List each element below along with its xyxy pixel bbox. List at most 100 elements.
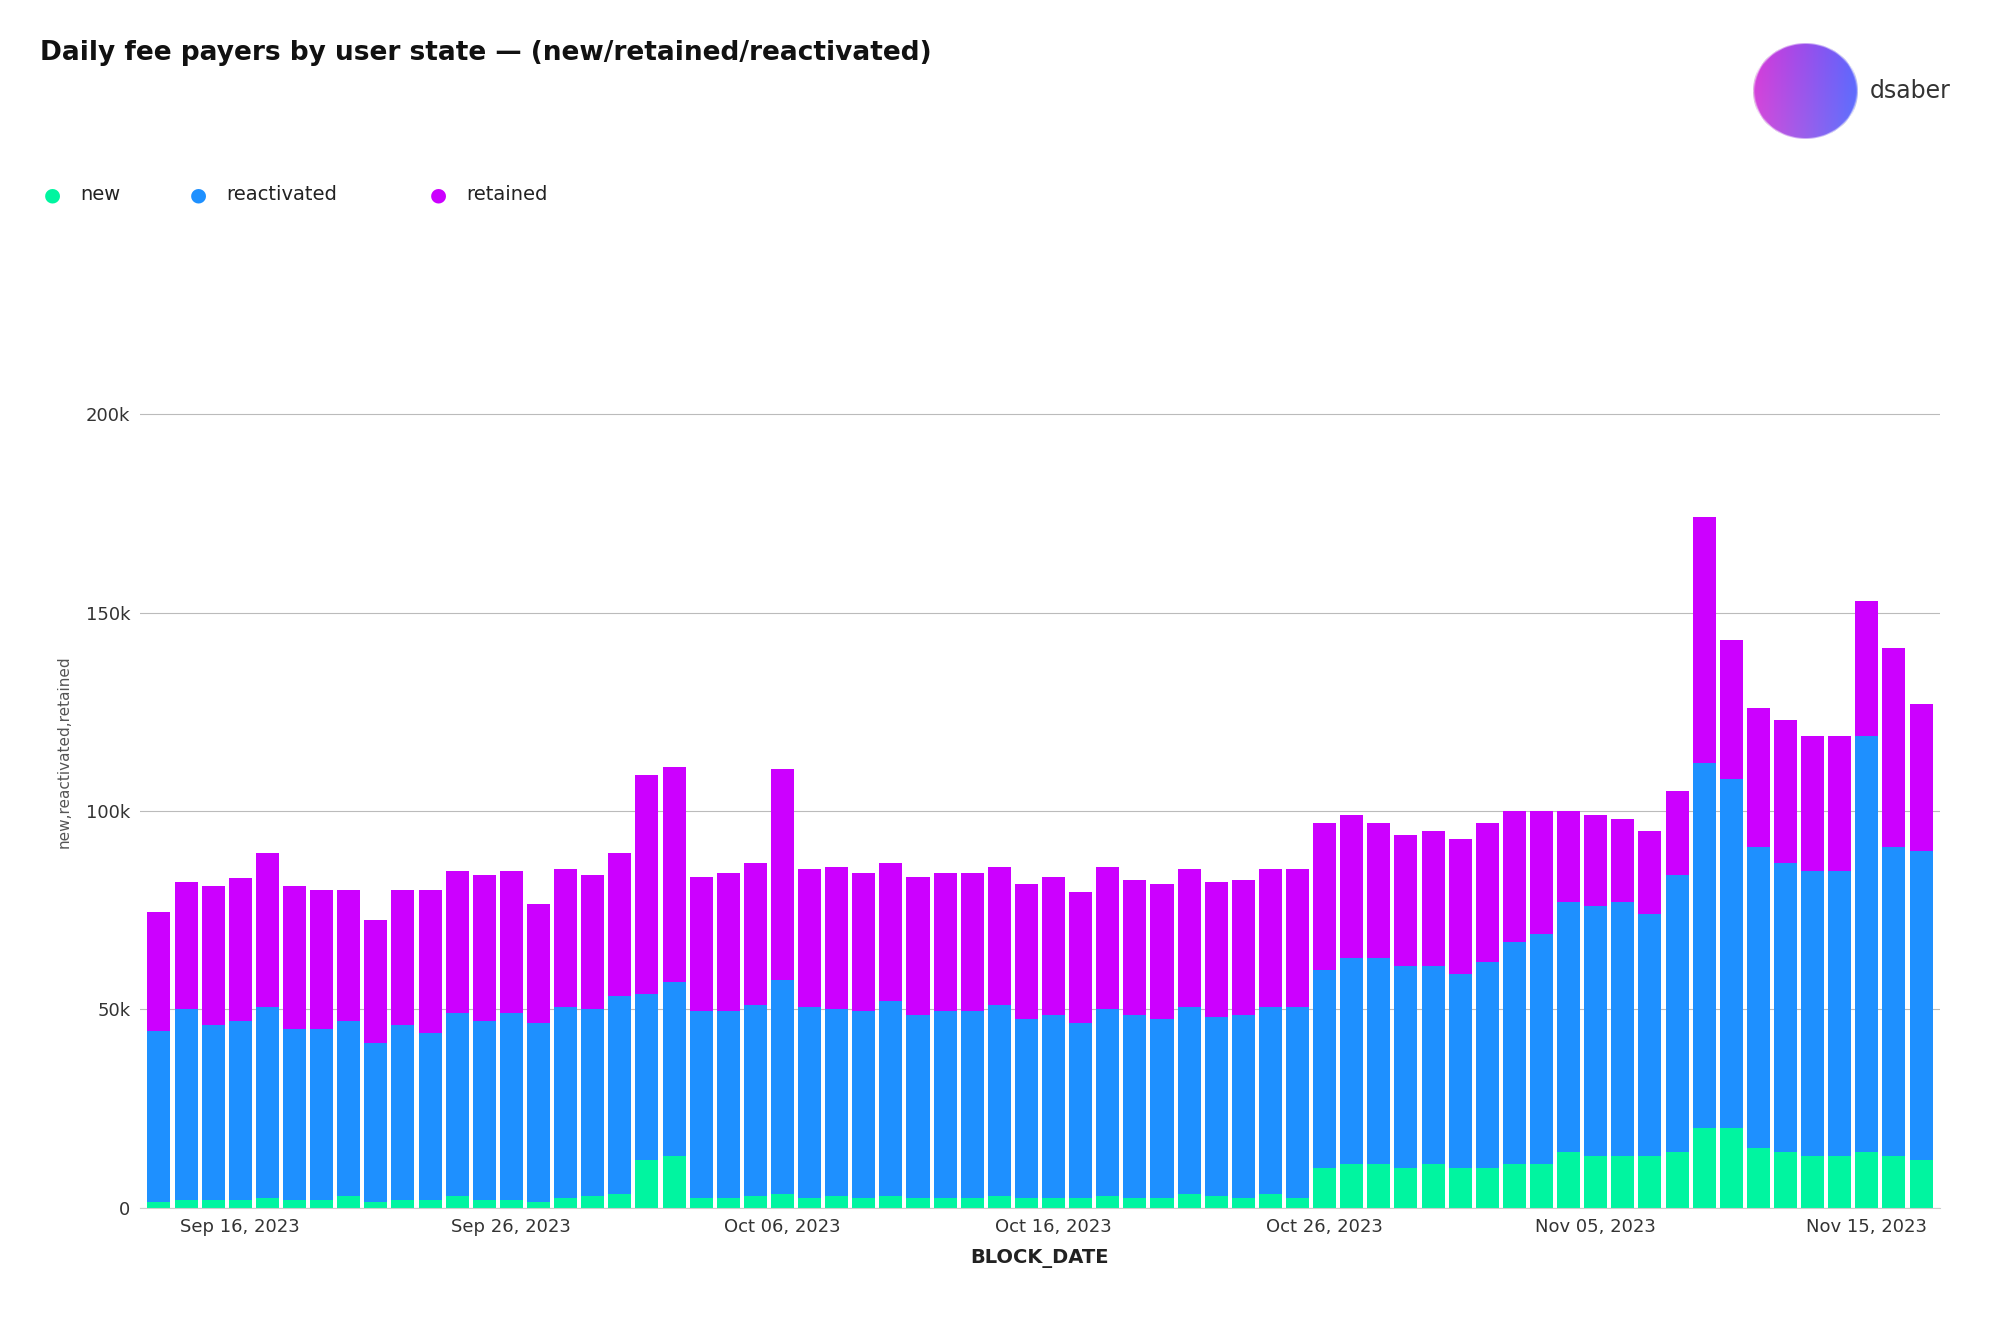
Bar — [1340, 958, 1364, 1164]
Bar — [1476, 962, 1498, 1168]
Bar — [1666, 792, 1688, 875]
Bar — [1692, 1129, 1716, 1208]
Bar — [282, 887, 306, 1029]
Bar — [1448, 974, 1472, 1168]
Bar — [1638, 831, 1662, 914]
Bar — [1150, 1020, 1174, 1198]
Bar — [880, 1001, 902, 1196]
Bar — [582, 875, 604, 1009]
Bar — [1232, 880, 1254, 1016]
Bar — [1422, 966, 1444, 1164]
Bar — [202, 1025, 224, 1200]
Bar — [1720, 780, 1742, 1129]
Bar — [934, 1012, 956, 1198]
Bar — [1802, 735, 1824, 871]
Bar — [1150, 1198, 1174, 1208]
Text: retained: retained — [466, 185, 548, 204]
Bar — [148, 913, 170, 1031]
Text: ●: ● — [430, 185, 448, 204]
Bar — [1746, 847, 1770, 1149]
Bar — [202, 887, 224, 1025]
Bar — [798, 1008, 822, 1198]
Bar — [1476, 823, 1498, 962]
Bar — [1692, 764, 1716, 1129]
Bar — [256, 852, 278, 1008]
Bar — [1530, 934, 1554, 1164]
Bar — [500, 1200, 522, 1208]
Bar — [988, 1196, 1010, 1208]
Bar — [1422, 1164, 1444, 1208]
Bar — [1612, 1157, 1634, 1208]
Bar — [338, 890, 360, 1021]
Bar — [1286, 1198, 1310, 1208]
Bar — [338, 1021, 360, 1196]
Bar — [472, 875, 496, 1021]
Bar — [1720, 1129, 1742, 1208]
Bar — [364, 1043, 388, 1202]
Bar — [1502, 811, 1526, 942]
Bar — [1476, 1168, 1498, 1208]
Bar — [1584, 906, 1608, 1157]
Bar — [744, 863, 766, 1005]
Bar — [1178, 868, 1200, 1008]
Bar — [148, 1031, 170, 1202]
Bar — [1232, 1016, 1254, 1198]
Bar — [988, 1005, 1010, 1196]
Bar — [1070, 892, 1092, 1024]
Bar — [392, 1200, 414, 1208]
Bar — [1394, 835, 1418, 966]
Bar — [148, 1202, 170, 1208]
Bar — [1882, 847, 1906, 1157]
Bar — [228, 879, 252, 1021]
Bar — [1612, 819, 1634, 902]
Bar — [1910, 851, 1932, 1161]
Bar — [1692, 518, 1716, 764]
Bar — [662, 981, 686, 1157]
Bar — [608, 1194, 632, 1208]
Bar — [934, 872, 956, 1012]
Bar — [338, 1196, 360, 1208]
Bar — [1828, 1157, 1852, 1208]
Bar — [500, 871, 522, 1013]
Bar — [472, 1200, 496, 1208]
Bar — [1314, 823, 1336, 970]
Bar — [770, 769, 794, 980]
Bar — [1150, 884, 1174, 1020]
Bar — [582, 1009, 604, 1196]
Bar — [310, 890, 334, 1029]
Bar — [770, 1194, 794, 1208]
Bar — [554, 868, 578, 1008]
Bar — [716, 872, 740, 1012]
Bar — [1014, 884, 1038, 1020]
Bar — [446, 1196, 468, 1208]
Text: Daily fee payers by user state — (new/retained/reactivated): Daily fee payers by user state — (new/re… — [40, 40, 932, 66]
Bar — [1802, 1157, 1824, 1208]
Bar — [1746, 1149, 1770, 1208]
Bar — [1720, 640, 1742, 780]
Bar — [690, 1012, 712, 1198]
Bar — [256, 1008, 278, 1198]
Bar — [1124, 880, 1146, 1016]
Bar — [1042, 1198, 1066, 1208]
Bar — [906, 1198, 930, 1208]
Bar — [1448, 1168, 1472, 1208]
Bar — [1828, 871, 1852, 1157]
Bar — [1340, 815, 1364, 958]
Bar — [1828, 735, 1852, 871]
Bar — [770, 980, 794, 1194]
Bar — [1314, 1168, 1336, 1208]
Bar — [1558, 811, 1580, 902]
Bar — [1584, 815, 1608, 906]
Bar — [826, 867, 848, 1009]
Bar — [960, 1198, 984, 1208]
Bar — [1530, 811, 1554, 934]
Bar — [1584, 1157, 1608, 1208]
Bar — [1232, 1198, 1254, 1208]
Bar — [392, 890, 414, 1025]
Bar — [202, 1200, 224, 1208]
Bar — [1340, 1164, 1364, 1208]
Text: ●: ● — [190, 185, 208, 204]
Bar — [1258, 1008, 1282, 1194]
Bar — [1638, 1157, 1662, 1208]
Bar — [1204, 1196, 1228, 1208]
